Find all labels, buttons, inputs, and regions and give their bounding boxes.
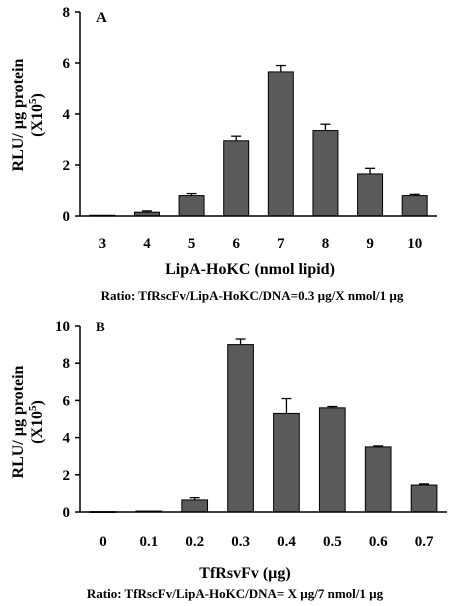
bar-b-0.2 — [181, 499, 209, 513]
y-tick-label-a: 0 — [63, 209, 71, 225]
panel-label-b: B — [96, 319, 105, 334]
bar-a-7 — [267, 71, 294, 217]
y-tick-label-b: 6 — [63, 393, 71, 409]
y-axis-label-a-line1: RLU/ µg protein — [10, 58, 27, 171]
x-tick-label-b: 0.3 — [231, 534, 250, 550]
bar-a-9 — [357, 173, 384, 217]
x-tick-label-a: 7 — [277, 236, 285, 252]
bar-b-0.7 — [410, 484, 438, 513]
y-axis-label-b-line1: RLU/ µg protein — [10, 365, 27, 478]
x-axis-label-b: TfRsvFv (µg) — [199, 565, 290, 582]
bar-a-8 — [312, 130, 339, 217]
x-tick-label-b: 0.6 — [369, 534, 388, 550]
x-tick-label-b: 0.5 — [323, 534, 342, 550]
bar-b-0.6 — [364, 446, 392, 513]
y-axis-label-a-line2: (X105) — [27, 93, 46, 137]
x-tick-label-b: 0 — [99, 534, 107, 550]
caption-b: Ratio: TfRscFv/LipA-HoKC/DNA= X µg/7 nmo… — [87, 586, 384, 601]
x-tick-label-a: 8 — [322, 236, 330, 252]
bar-a-6 — [223, 140, 250, 217]
y-tick-label-a: 8 — [63, 5, 71, 21]
y-axis-label-a: RLU/ µg protein (X105) — [10, 58, 46, 171]
y-axis-label-b-line2: (X105) — [27, 400, 46, 444]
x-tick-label-b: 0.4 — [277, 534, 296, 550]
bar-a-5 — [178, 195, 205, 217]
bar-a-10 — [401, 195, 428, 217]
y-tick-label-b: 4 — [63, 431, 71, 447]
x-tick-label-b: 0.7 — [415, 534, 434, 550]
y-tick-label-a: 2 — [63, 158, 71, 174]
y-tick-label-b: 2 — [63, 468, 71, 484]
x-tick-label-a: 9 — [366, 236, 374, 252]
bar-b-0.4 — [273, 412, 300, 513]
x-tick-label-a: 5 — [188, 236, 196, 252]
x-tick-label-a: 3 — [99, 236, 107, 252]
bar-b-0.5 — [318, 407, 346, 513]
y-tick-label-b: 10 — [55, 319, 70, 335]
y-tick-label-b: 0 — [63, 505, 71, 521]
y-axis-label-b: RLU/ µg protein (X105) — [10, 365, 46, 478]
chart-b: B RLU/ µg protein (X105) 0 2 4 6 8 10 0 0.1 0.2 0… — [10, 319, 447, 601]
x-tick-label-a: 10 — [407, 236, 422, 252]
x-tick-label-a: 6 — [232, 236, 240, 252]
x-tick-label-b: 0.2 — [185, 534, 204, 550]
x-tick-label-b: 0.1 — [139, 534, 158, 550]
bar-b-0.3 — [227, 344, 254, 513]
x-tick-label-a: 4 — [143, 236, 151, 252]
x-axis-label-a: LipA-HoKC (nmol lipid) — [165, 261, 335, 278]
panel-label-a: A — [96, 10, 107, 26]
y-tick-label-a: 6 — [63, 56, 71, 72]
caption-a: Ratio: TfRscFv/LipA-HoKC/DNA=0.3 µg/X nm… — [101, 288, 404, 303]
y-tick-label-b: 8 — [63, 356, 71, 372]
y-tick-label-a: 4 — [63, 107, 71, 123]
